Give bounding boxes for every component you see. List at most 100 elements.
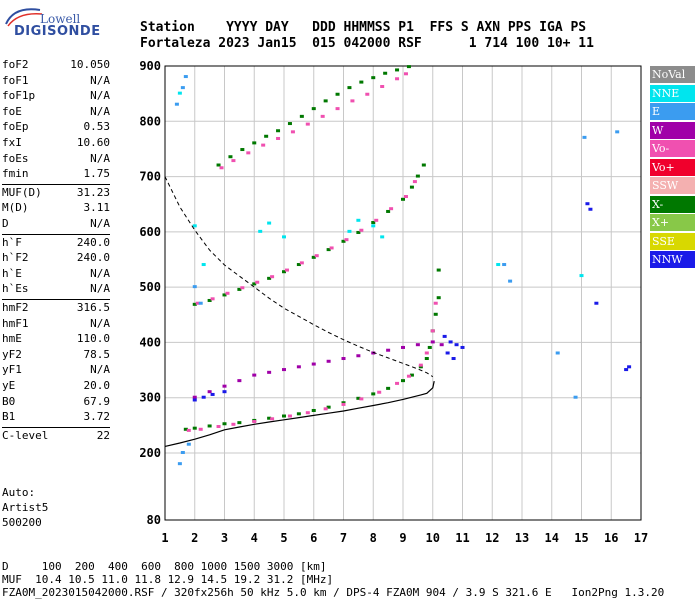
data-point (237, 379, 242, 383)
data-point (270, 275, 275, 279)
param-row: B1 3.72 (2, 410, 110, 426)
data-point (430, 340, 435, 344)
param-value: 240.0 (76, 235, 110, 249)
data-point (270, 417, 275, 421)
param-row: yF2 78.5 (2, 348, 110, 364)
data-point (252, 420, 257, 424)
x-tick-label: 1 (161, 531, 168, 545)
y-tick-label: 800 (139, 114, 161, 128)
x-tick-label: 12 (485, 531, 499, 545)
data-point (201, 395, 206, 399)
data-point (222, 293, 227, 297)
data-point (267, 416, 272, 420)
legend-entry: X+ (650, 214, 695, 231)
x-tick-label: 11 (455, 531, 469, 545)
logo-lowell: Lowell (40, 12, 81, 26)
param-value: N/A (90, 217, 110, 230)
x-tick-label: 17 (634, 531, 648, 545)
data-point (195, 301, 200, 305)
data-point (177, 91, 182, 95)
param-row: h`E N/A (2, 267, 110, 283)
data-point (201, 263, 206, 267)
param-name: h`E (2, 266, 22, 280)
data-point (344, 238, 349, 242)
data-point (401, 379, 405, 383)
data-point (314, 254, 319, 258)
data-point (424, 351, 429, 355)
param-name: C-level (2, 428, 49, 442)
data-point (460, 345, 465, 349)
footer-distance-row: D 100 200 400 600 800 1000 1500 3000 [km… (2, 560, 327, 573)
param-separator (2, 183, 110, 185)
data-point (240, 286, 245, 290)
param-name: yE (2, 379, 16, 392)
data-point (222, 422, 227, 426)
param-value: N/A (90, 266, 110, 280)
data-point (454, 343, 459, 347)
data-point (421, 163, 426, 167)
y-tick-label: 200 (139, 446, 161, 460)
data-point (210, 297, 215, 301)
param-name: foF1 (2, 73, 29, 87)
y-tick-label: 300 (139, 391, 161, 405)
data-point (267, 221, 272, 225)
data-point (418, 365, 423, 369)
data-point (216, 425, 221, 429)
legend-entry: SSE (650, 232, 695, 250)
data-point (299, 261, 304, 265)
data-point (326, 359, 331, 363)
legend-entry: NNW (650, 251, 695, 268)
data-point (347, 86, 352, 90)
x-tick-label: 7 (340, 531, 347, 545)
param-row: h`Es N/A (2, 282, 110, 298)
data-point (192, 426, 197, 430)
info-auto: Auto: (2, 486, 36, 499)
data-point (267, 276, 272, 280)
data-point (290, 130, 295, 134)
legend-entry: W (650, 121, 695, 139)
data-point (192, 395, 197, 399)
data-point (222, 384, 227, 388)
param-value: 316.5 (76, 301, 110, 314)
ionogram-chart: 1 2 3 4 5 6 7 8 9 10 11 12 13 14 15 16 17802003004005006… (139, 59, 648, 545)
param-separator (2, 299, 110, 300)
param-value: 110.0 (76, 332, 110, 346)
param-value: 31.23 (76, 185, 110, 199)
data-point (412, 180, 417, 184)
param-name: M(D) (2, 201, 29, 215)
data-point (174, 102, 179, 106)
param-value: 10.60 (76, 136, 110, 149)
param-name: D (2, 217, 9, 230)
data-point (186, 442, 191, 446)
data-point (386, 386, 391, 390)
data-point (225, 291, 230, 295)
param-value: N/A (90, 104, 110, 118)
param-value: N/A (90, 151, 110, 165)
param-row: h`F2 240.0 (2, 251, 110, 267)
data-point (389, 207, 394, 211)
param-name: foF1p (2, 89, 36, 103)
y-tick-label: 80 (147, 513, 161, 527)
footer-file-info: FZA0M_2023015042000.RSF / 320fx256h 50 k… (2, 586, 665, 599)
data-point (311, 255, 316, 259)
data-point (326, 248, 331, 252)
data-point (380, 235, 385, 239)
param-value: 3.11 (83, 201, 111, 215)
data-point (406, 65, 411, 69)
data-point (395, 381, 400, 385)
data-point (365, 92, 370, 96)
data-point (207, 298, 212, 302)
data-point (284, 268, 289, 272)
data-point (320, 114, 325, 118)
param-row: fmin 1.75 (2, 167, 110, 183)
data-point (451, 357, 456, 361)
data-point (439, 343, 444, 347)
x-tick-label: 14 (545, 531, 559, 545)
data-point (246, 151, 251, 155)
data-point (183, 75, 188, 79)
data-point (282, 368, 286, 372)
data-point (433, 301, 438, 305)
data-point (326, 405, 331, 409)
param-row: foF1p N/A (2, 89, 110, 105)
data-point (594, 301, 599, 305)
